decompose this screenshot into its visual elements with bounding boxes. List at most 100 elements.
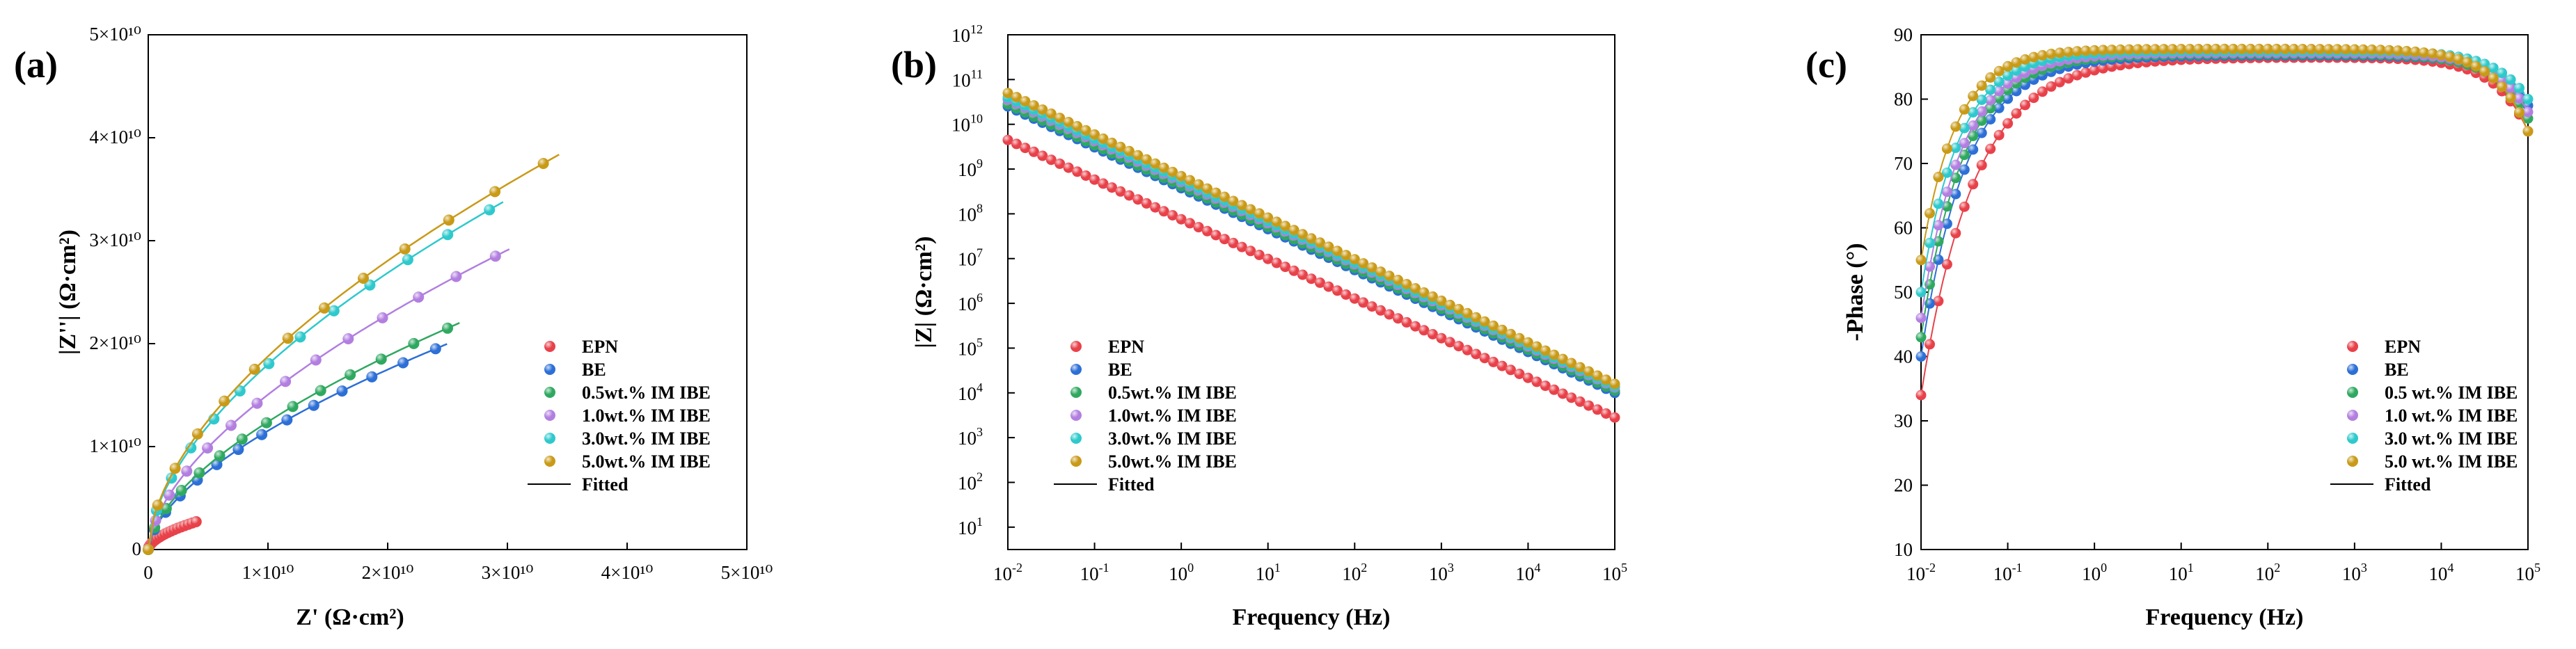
- data-point: [1089, 174, 1100, 185]
- data-point: [1968, 144, 1979, 155]
- data-point: [1020, 143, 1031, 154]
- data-point: [2141, 44, 2152, 55]
- y-tick-label: 104: [958, 380, 983, 404]
- data-point: [2167, 44, 2178, 55]
- x-tick-label: 2×10¹⁰: [362, 562, 414, 583]
- data-point: [1375, 305, 1386, 316]
- data-point: [1401, 279, 1412, 289]
- x-tick-label: 3×10¹⁰: [482, 562, 534, 583]
- data-point: [1479, 316, 1490, 327]
- legend: EPN BE 0.5wt.% IM IBE 1.0wt.% IM IBE3.0wt.%…: [528, 337, 711, 495]
- x-axis-label: Frequency (Hz): [2146, 604, 2304, 630]
- data-point: [1080, 125, 1091, 136]
- data-point: [2089, 45, 2100, 56]
- data-point: [2479, 58, 2490, 70]
- legend-marker: [544, 387, 555, 398]
- data-point: [281, 414, 293, 426]
- data-point: [1375, 266, 1386, 278]
- data-point: [2453, 54, 2464, 65]
- data-point: [2462, 57, 2473, 67]
- data-point: [2080, 67, 2092, 78]
- data-point: [211, 458, 223, 470]
- data-point: [1254, 208, 1265, 219]
- data-point: [2323, 44, 2334, 55]
- data-point: [1444, 299, 1455, 310]
- x-tick-label: 100: [2082, 561, 2107, 584]
- x-tick-label: 105: [1602, 561, 1627, 584]
- data-point: [342, 333, 354, 344]
- data-point: [1315, 237, 1325, 248]
- legend-label: 3.0wt.% IM IBE: [582, 428, 711, 449]
- data-point: [1941, 186, 1952, 198]
- data-point: [2046, 49, 2057, 59]
- data-point: [2089, 65, 2100, 76]
- data-point: [1915, 255, 1927, 266]
- y-axis-label: -Phase (°): [1842, 243, 1868, 341]
- data-point: [1072, 166, 1083, 177]
- data-point: [402, 254, 413, 266]
- data-point: [1427, 291, 1438, 302]
- data-point: [1453, 303, 1464, 314]
- panel-b-letter: (b): [891, 44, 937, 86]
- y-tick-label: 109: [958, 157, 983, 180]
- data-point: [169, 463, 181, 474]
- data-point: [287, 401, 299, 412]
- data-point: [1054, 113, 1066, 123]
- data-point: [2289, 44, 2300, 54]
- y-tick-label: 105: [958, 335, 983, 359]
- data-point: [2514, 83, 2524, 94]
- y-tick-label: 108: [958, 201, 983, 225]
- data-point: [2254, 43, 2265, 54]
- data-point: [1925, 339, 1935, 350]
- legend-marker: [2347, 387, 2358, 398]
- data-point: [1453, 341, 1464, 352]
- data-point: [1436, 295, 1447, 306]
- legend-label: EPN: [1108, 337, 1144, 357]
- data-point: [1444, 337, 1455, 348]
- data-point: [1141, 198, 1152, 209]
- legend-marker: [544, 341, 555, 352]
- data-point: [2202, 43, 2213, 54]
- data-point: [1976, 80, 1987, 91]
- x-tick-label: 10-1: [1993, 561, 2023, 584]
- data-point: [397, 357, 409, 369]
- data-point: [2392, 45, 2403, 56]
- data-point: [2332, 44, 2343, 55]
- data-point: [1358, 297, 1369, 308]
- legend-label: 0.5wt.% IM IBE: [1108, 383, 1237, 403]
- data-point: [1028, 100, 1039, 111]
- data-point: [1933, 220, 1944, 231]
- data-point: [1410, 283, 1421, 294]
- data-point: [1959, 150, 1970, 161]
- data-point: [442, 322, 453, 334]
- legend-marker: [1070, 341, 1082, 352]
- data-point: [1063, 117, 1074, 127]
- data-point: [2011, 57, 2022, 68]
- data-point: [1288, 225, 1299, 236]
- panel-a: (a) 0 1×10¹⁰ 2×10¹⁰ 3×10¹⁰ 4×10¹⁰ 5×10¹⁰ 0 1×10…: [0, 0, 859, 649]
- data-point: [2176, 44, 2187, 54]
- data-point: [1471, 348, 1482, 360]
- x-tick-label: 100: [1169, 561, 1194, 584]
- legend-label: Fitted: [582, 474, 629, 495]
- data-point: [1080, 170, 1091, 181]
- x-tick-label: 103: [2342, 561, 2367, 584]
- data-point: [2002, 61, 2014, 72]
- data-point: [1514, 332, 1525, 344]
- data-point: [1045, 109, 1057, 119]
- data-point: [1185, 175, 1196, 186]
- data-point: [2314, 44, 2325, 55]
- data-point: [1150, 202, 1161, 213]
- data-point: [2236, 43, 2247, 54]
- data-point: [1959, 164, 1970, 175]
- data-point: [1496, 324, 1508, 335]
- data-point: [1976, 159, 1987, 170]
- data-point: [1219, 234, 1230, 245]
- data-point: [2002, 93, 2014, 104]
- data-point: [1993, 77, 2005, 88]
- data-point: [1037, 150, 1048, 161]
- data-point: [1950, 189, 1961, 200]
- data-point: [1002, 134, 1013, 145]
- y-tick-label: 4×10¹⁰: [89, 127, 141, 147]
- data-point: [280, 376, 292, 387]
